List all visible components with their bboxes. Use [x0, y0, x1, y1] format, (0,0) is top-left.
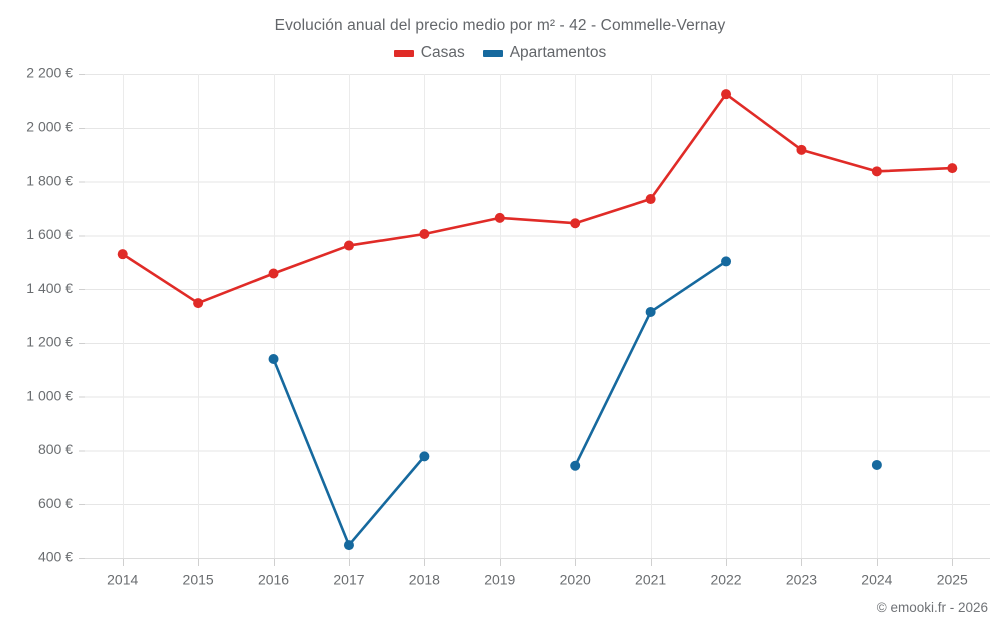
y-axis-tick-label: 800 €: [38, 441, 73, 457]
data-point-casas-2015[interactable]: [193, 298, 204, 309]
x-axis-tick-label: 2018: [409, 571, 440, 587]
legend-label-casas: Casas: [420, 44, 465, 61]
legend-item-casas[interactable]: Casas: [393, 44, 465, 62]
series-line-casas: [121, 92, 954, 305]
data-point-casas-2023[interactable]: [796, 144, 807, 155]
x-axis-tick-label: 2014: [107, 571, 138, 587]
data-point-apartamentos-2021[interactable]: [645, 306, 656, 317]
data-point-apartamentos-2016[interactable]: [268, 354, 279, 365]
legend-swatch-apartamentos: [482, 49, 503, 57]
legend-item-apartamentos[interactable]: Apartamentos: [482, 44, 607, 62]
data-point-apartamentos-2020[interactable]: [570, 460, 581, 471]
data-point-casas-2020[interactable]: [570, 218, 581, 229]
chart-title: Evolución anual del precio medio por m² …: [274, 17, 726, 34]
data-point-casas-2017[interactable]: [343, 240, 354, 251]
data-point-apartamentos-2024[interactable]: [871, 459, 882, 470]
x-axis-tick-label: 2025: [937, 571, 968, 587]
y-axis-tick-label: 2 000 €: [26, 118, 73, 134]
x-axis-tick-label: 2017: [333, 571, 364, 587]
legend-swatch-casas: [393, 49, 414, 57]
data-point-casas-2019[interactable]: [494, 212, 505, 223]
x-axis-tick-label: 2024: [861, 571, 892, 587]
data-point-casas-2018[interactable]: [419, 228, 430, 239]
x-axis-tick-label: 2020: [560, 571, 591, 587]
chart-legend: Casas Apartamentos: [0, 44, 1000, 62]
series-line-apartamentos: [272, 357, 426, 547]
y-axis-tick-label: 1 800 €: [26, 172, 73, 188]
x-axis-tick-label: 2016: [258, 571, 289, 587]
data-point-casas-2025[interactable]: [947, 163, 958, 174]
data-point-apartamentos-2017[interactable]: [343, 540, 354, 551]
x-axis-tick-label: 2022: [710, 571, 741, 587]
y-axis-tick-label: 400 €: [38, 549, 73, 565]
x-axis-tick-label: 2021: [635, 571, 666, 587]
y-axis-tick-label: 1 200 €: [26, 334, 73, 350]
data-point-casas-2021[interactable]: [645, 194, 656, 205]
x-axis-tick-label: 2023: [786, 571, 817, 587]
footer-credit: © emooki.fr - 2026: [876, 600, 988, 615]
y-axis-tick-label: 1 400 €: [26, 280, 73, 296]
y-axis-tick-label: 1 000 €: [26, 387, 73, 403]
y-axis-tick-label: 2 200 €: [26, 65, 73, 81]
data-point-casas-2016[interactable]: [268, 268, 279, 279]
data-point-apartamentos-2018[interactable]: [419, 451, 430, 462]
y-axis-tick-label: 1 600 €: [26, 226, 73, 242]
legend-label-apartamentos: Apartamentos: [509, 44, 607, 61]
x-axis-tick-label: 2015: [183, 571, 214, 587]
data-point-casas-2024[interactable]: [871, 166, 882, 177]
series-line-apartamentos: [573, 260, 728, 468]
y-axis-tick-label: 600 €: [38, 495, 73, 511]
x-axis-tick-label: 2019: [484, 571, 515, 587]
data-point-casas-2022[interactable]: [721, 89, 732, 100]
data-point-apartamentos-2022[interactable]: [721, 256, 732, 267]
data-point-casas-2014[interactable]: [117, 249, 128, 260]
